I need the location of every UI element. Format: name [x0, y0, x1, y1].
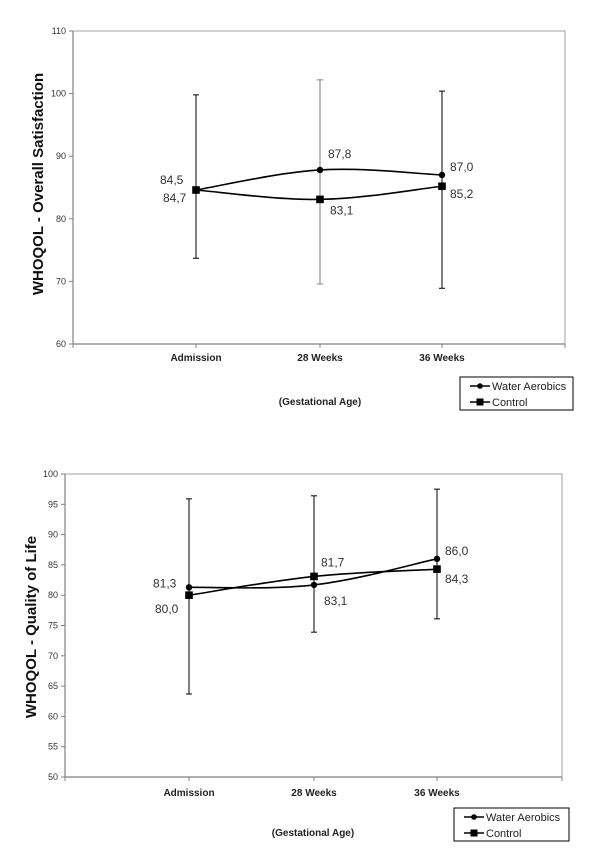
- data-point-square: [185, 591, 193, 599]
- legend: Water Aerobics Control: [453, 807, 570, 842]
- plot-area: [72, 30, 566, 345]
- y-axis-title: WHOQOL - Overall Satisfaction: [30, 73, 47, 295]
- data-point-square: [438, 182, 446, 191]
- data-label: 84,5: [160, 173, 184, 187]
- y-tick-label: 100: [51, 89, 66, 99]
- legend-marker-square: [470, 829, 478, 837]
- x-category-label: 28 Weeks: [291, 788, 337, 799]
- data-point-circle: [310, 581, 318, 589]
- x-category-label: Admission: [163, 788, 214, 799]
- y-tick-label: 60: [56, 339, 66, 349]
- data-label: 84,7: [163, 191, 187, 205]
- x-axis-title: (Gestational Age): [279, 397, 361, 408]
- data-label: 81,3: [153, 576, 177, 590]
- y-tick-label: 95: [48, 499, 58, 509]
- y-tick-label: 65: [48, 681, 58, 691]
- y-tick-label: 110: [52, 26, 66, 36]
- legend-label: Water Aerobics: [492, 381, 567, 393]
- data-point-circle: [185, 584, 193, 591]
- x-category-label: 36 Weeks: [419, 353, 465, 364]
- data-point-square: [316, 195, 324, 204]
- data-label: 87,0: [450, 160, 474, 174]
- y-tick-label: 70: [48, 651, 58, 661]
- y-tick-label: 80: [48, 590, 58, 600]
- x-axis-title: (Gestational Age): [272, 828, 354, 839]
- y-tick-label: 100: [43, 469, 58, 479]
- y-tick-label: 75: [48, 621, 58, 631]
- legend-label: Water Aerobics: [486, 812, 561, 824]
- data-label: 87,8: [328, 147, 352, 161]
- data-point-square: [192, 186, 200, 194]
- data-point-square: [310, 572, 318, 581]
- data-label: 80,0: [155, 602, 179, 616]
- x-category-label: 28 Weeks: [297, 353, 343, 364]
- y-axis-title: WHOQOL - Quality of Life: [23, 536, 40, 718]
- y-tick-label: 90: [48, 530, 58, 540]
- y-tick-label: 80: [56, 214, 66, 224]
- legend-marker-circle: [477, 383, 483, 389]
- data-label: 81,7: [321, 555, 345, 569]
- chart-1: 60 70 80 90 100 110 Admission 28 Weeks 36 Weeks 8…: [30, 26, 574, 411]
- y-tick-label: 85: [48, 560, 58, 570]
- data-point-circle: [316, 166, 324, 174]
- data-point-square: [433, 565, 441, 573]
- legend-marker-circle: [471, 814, 477, 820]
- y-tick-label: 90: [56, 151, 66, 161]
- data-label: 83,1: [330, 203, 354, 217]
- data-label: 85,2: [450, 187, 474, 201]
- legend-label: Control: [492, 397, 527, 409]
- y-tick-label: 50: [48, 772, 58, 782]
- data-point-circle: [433, 555, 441, 563]
- y-tick-label: 70: [56, 276, 66, 286]
- data-label: 83,1: [324, 594, 348, 608]
- data-point-circle: [438, 171, 446, 179]
- legend-marker-square: [476, 398, 484, 406]
- legend: Water Aerobics Control: [459, 376, 574, 411]
- data-label: 86,0: [445, 544, 469, 558]
- y-tick-label: 60: [48, 711, 58, 721]
- chart-2: 50 55 60 65 70 75 80 85 90 95 100 Admission 28 Weeks…: [23, 469, 570, 842]
- y-tick-label: 55: [48, 742, 58, 752]
- x-category-label: Admission: [170, 353, 221, 364]
- data-label: 84,3: [445, 572, 469, 586]
- legend-label: Control: [486, 828, 521, 840]
- x-category-label: 36 Weeks: [414, 788, 460, 799]
